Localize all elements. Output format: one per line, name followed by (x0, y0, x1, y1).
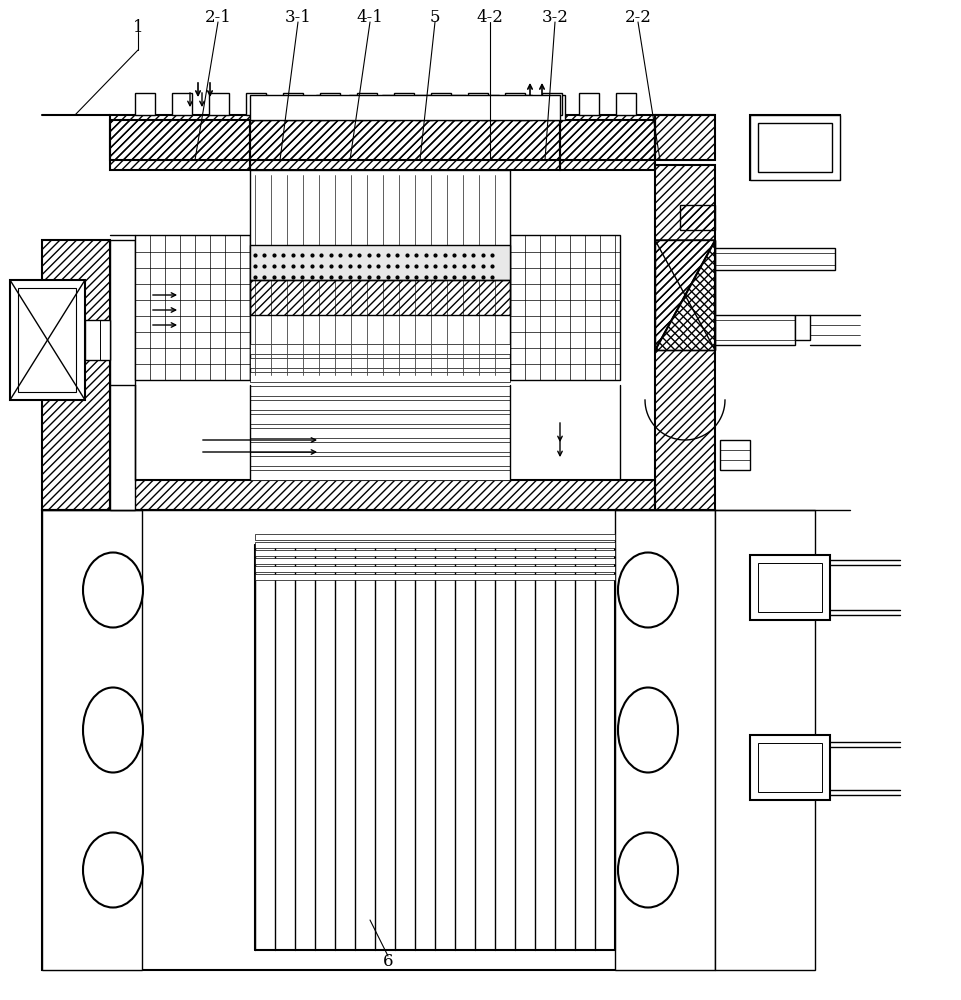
Bar (250, 120, 559, 170)
Bar (283, 95, 301, 120)
Bar (559, 120, 654, 170)
Bar (255, 558, 614, 564)
Bar (757, 123, 831, 172)
Bar (18, 288, 76, 392)
Bar (541, 93, 561, 115)
Bar (246, 93, 266, 115)
Bar (250, 428, 509, 438)
Bar (250, 414, 509, 424)
Bar (250, 456, 509, 466)
Bar (750, 555, 829, 620)
Bar (349, 95, 366, 120)
Bar (448, 95, 465, 120)
Bar (513, 95, 531, 120)
Bar (357, 93, 377, 115)
Text: 5: 5 (430, 9, 440, 26)
Bar (172, 93, 192, 115)
Bar (250, 470, 509, 480)
Bar (714, 315, 794, 345)
Bar (757, 563, 821, 612)
Bar (255, 566, 614, 572)
Text: 2-1: 2-1 (205, 9, 232, 26)
Bar (579, 93, 599, 115)
Text: 2-2: 2-2 (624, 9, 651, 26)
Bar (250, 170, 509, 380)
Ellipse shape (617, 688, 678, 772)
Bar (85, 320, 110, 360)
Bar (250, 95, 559, 120)
Bar (42, 240, 110, 510)
Bar (467, 93, 487, 115)
Bar (431, 93, 451, 115)
Bar (250, 344, 509, 354)
Bar (714, 248, 834, 270)
Bar (750, 735, 829, 800)
Bar (110, 115, 654, 160)
Bar (394, 93, 413, 115)
Bar (110, 240, 135, 510)
Bar (414, 95, 432, 120)
Bar (719, 440, 750, 470)
Bar (679, 205, 714, 230)
Bar (135, 93, 155, 115)
Ellipse shape (83, 552, 143, 628)
Bar (654, 115, 714, 160)
Bar (750, 115, 839, 180)
Bar (135, 235, 250, 380)
Ellipse shape (617, 832, 678, 908)
Bar (480, 95, 499, 120)
Bar (654, 165, 714, 510)
Bar (250, 245, 509, 280)
Bar (505, 93, 525, 115)
Bar (250, 358, 509, 368)
Bar (757, 743, 821, 792)
Bar (250, 280, 509, 315)
Bar (10, 280, 85, 400)
Bar (110, 120, 250, 170)
Text: 4-2: 4-2 (476, 9, 503, 26)
Bar (382, 95, 400, 120)
Text: 1: 1 (133, 19, 143, 36)
Bar (250, 95, 268, 120)
Bar (110, 480, 654, 510)
Text: 6: 6 (382, 954, 393, 970)
Bar (794, 315, 809, 340)
Bar (209, 93, 229, 115)
Bar (614, 510, 714, 970)
Bar (654, 240, 714, 350)
Bar (320, 93, 339, 115)
Text: 3-1: 3-1 (284, 9, 311, 26)
Bar (250, 372, 509, 382)
Bar (509, 235, 619, 380)
Bar (42, 510, 142, 970)
Bar (255, 550, 614, 556)
Bar (615, 93, 635, 115)
Ellipse shape (617, 552, 678, 628)
Text: 3-2: 3-2 (541, 9, 568, 26)
Text: 4-1: 4-1 (357, 9, 383, 26)
Bar (42, 510, 714, 970)
Bar (750, 115, 839, 180)
Bar (547, 95, 564, 120)
Ellipse shape (83, 832, 143, 908)
Bar (255, 574, 614, 580)
Bar (250, 442, 509, 452)
Bar (283, 93, 303, 115)
Bar (250, 400, 509, 410)
Bar (250, 386, 509, 396)
Bar (255, 542, 614, 548)
Bar (714, 510, 814, 970)
Ellipse shape (83, 688, 143, 772)
Bar (255, 534, 614, 540)
Bar (315, 95, 333, 120)
